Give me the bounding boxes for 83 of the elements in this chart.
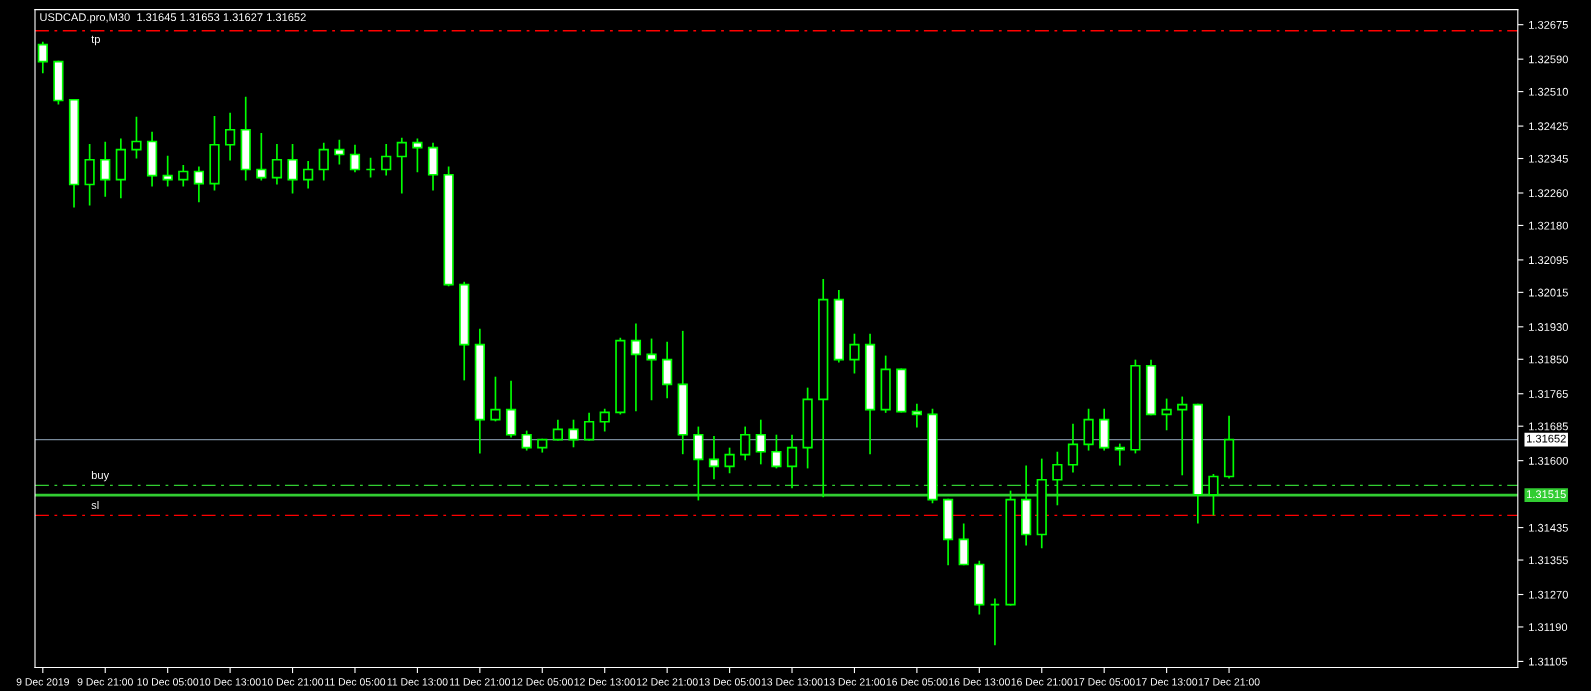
candlestick (849, 333, 860, 374)
candlestick (1067, 423, 1079, 473)
ref-line-label: 1.31652 (1526, 434, 1566, 443)
candlestick (521, 430, 532, 451)
y-tick-label: 1.32180 (1529, 221, 1568, 230)
x-tick-label: 10 Dec 13:00 (199, 678, 261, 686)
x-tick-label: 12 Dec 05:00 (512, 678, 573, 686)
y-tick-label: 1.31600 (1529, 456, 1568, 465)
candlestick (396, 137, 407, 194)
y-tick-label: 1.31190 (1529, 623, 1568, 632)
candlestick (911, 403, 923, 428)
x-tick-label: 9 Dec 21:00 (77, 678, 133, 686)
ref-line-label: buy (91, 470, 110, 482)
candlestick (583, 412, 595, 441)
y-tick-label: 1.31435 (1529, 523, 1568, 532)
y-tick-label: 1.32095 (1529, 256, 1568, 265)
x-tick-label: 16 Dec 21:00 (1011, 678, 1073, 686)
candlestick (381, 143, 392, 176)
y-tick-label: 1.32345 (1529, 154, 1568, 163)
candlestick (786, 434, 798, 489)
x-tick-label: 17 Dec 13:00 (1136, 678, 1198, 686)
candlestick (646, 338, 657, 401)
candlestick (630, 323, 642, 412)
y-tick-label: 1.31765 (1529, 390, 1568, 398)
y-tick-label: 1.32260 (1529, 189, 1568, 198)
candlestick (287, 143, 298, 194)
x-tick-label: 17 Dec 05:00 (1074, 678, 1135, 686)
candlestick (37, 41, 48, 74)
y-tick-label: 1.31930 (1529, 323, 1568, 331)
x-tick-label: 17 Dec 21:00 (1198, 678, 1260, 686)
x-tick-label: 11 Dec 13:00 (387, 678, 448, 686)
y-tick-label: 1.32590 (1529, 55, 1568, 64)
candlestick (349, 144, 361, 173)
y-tick-label: 1.32510 (1529, 87, 1568, 96)
y-tick-label: 1.31850 (1529, 355, 1568, 364)
candlestick (599, 408, 610, 432)
chart-title: USDCAD.pro,M30 1.31645 1.31653 1.31627 1.31652 (40, 13, 306, 24)
x-tick-label: 16 Dec 13:00 (949, 678, 1010, 686)
candlestick (1052, 451, 1063, 506)
candlestick (1161, 398, 1172, 431)
candlestick (131, 116, 142, 159)
candlestick (334, 139, 345, 165)
x-tick-label: 12 Dec 21:00 (636, 678, 698, 686)
candlestick (271, 143, 283, 185)
x-tick-label: 13 Dec 21:00 (824, 678, 886, 686)
candlestick (318, 142, 329, 181)
x-tick-label: 13 Dec 05:00 (699, 678, 761, 686)
candlestick (303, 160, 314, 189)
ref-line-label: sl (91, 500, 99, 510)
candlestick (708, 435, 720, 480)
y-tick-label: 1.31685 (1529, 422, 1568, 431)
candlestick (552, 419, 564, 441)
candlestick (1208, 474, 1219, 516)
y-tick-label: 1.31355 (1529, 556, 1568, 565)
y-tick-label: 1.31105 (1529, 657, 1568, 666)
x-tick-label: 9 Dec 2019 (16, 678, 69, 686)
candlestick (224, 112, 236, 161)
candlestick (412, 138, 423, 173)
candlestick (771, 434, 782, 469)
x-tick-label: 12 Dec 13:00 (574, 678, 636, 686)
candlestick (724, 447, 735, 474)
ref-line-label: tp (91, 35, 100, 46)
ref-line-label: 1.31515 (1526, 490, 1566, 499)
x-tick-label: 10 Dec 05:00 (137, 678, 199, 686)
candlestick (740, 426, 751, 461)
candlestick (193, 166, 205, 203)
candlestick (1177, 396, 1188, 476)
candlestick (100, 141, 111, 197)
x-tick-label: 11 Dec 21:00 (450, 678, 511, 686)
x-tick-label: 16 Dec 05:00 (886, 678, 948, 686)
y-tick-label: 1.31270 (1529, 590, 1568, 599)
candlestick (1114, 443, 1125, 466)
candlestick (256, 132, 267, 181)
x-tick-label: 11 Dec 05:00 (325, 678, 386, 686)
candlestick (490, 376, 501, 422)
candlestick (755, 419, 766, 465)
y-tick-label: 1.32675 (1529, 20, 1568, 29)
candlestick (568, 419, 579, 448)
y-tick-label: 1.32425 (1529, 122, 1568, 131)
candlestick (178, 164, 189, 187)
x-tick-label: 10 Dec 21:00 (262, 678, 324, 686)
x-tick-label: 13 Dec 13:00 (761, 678, 823, 686)
y-tick-label: 1.32015 (1529, 288, 1568, 297)
